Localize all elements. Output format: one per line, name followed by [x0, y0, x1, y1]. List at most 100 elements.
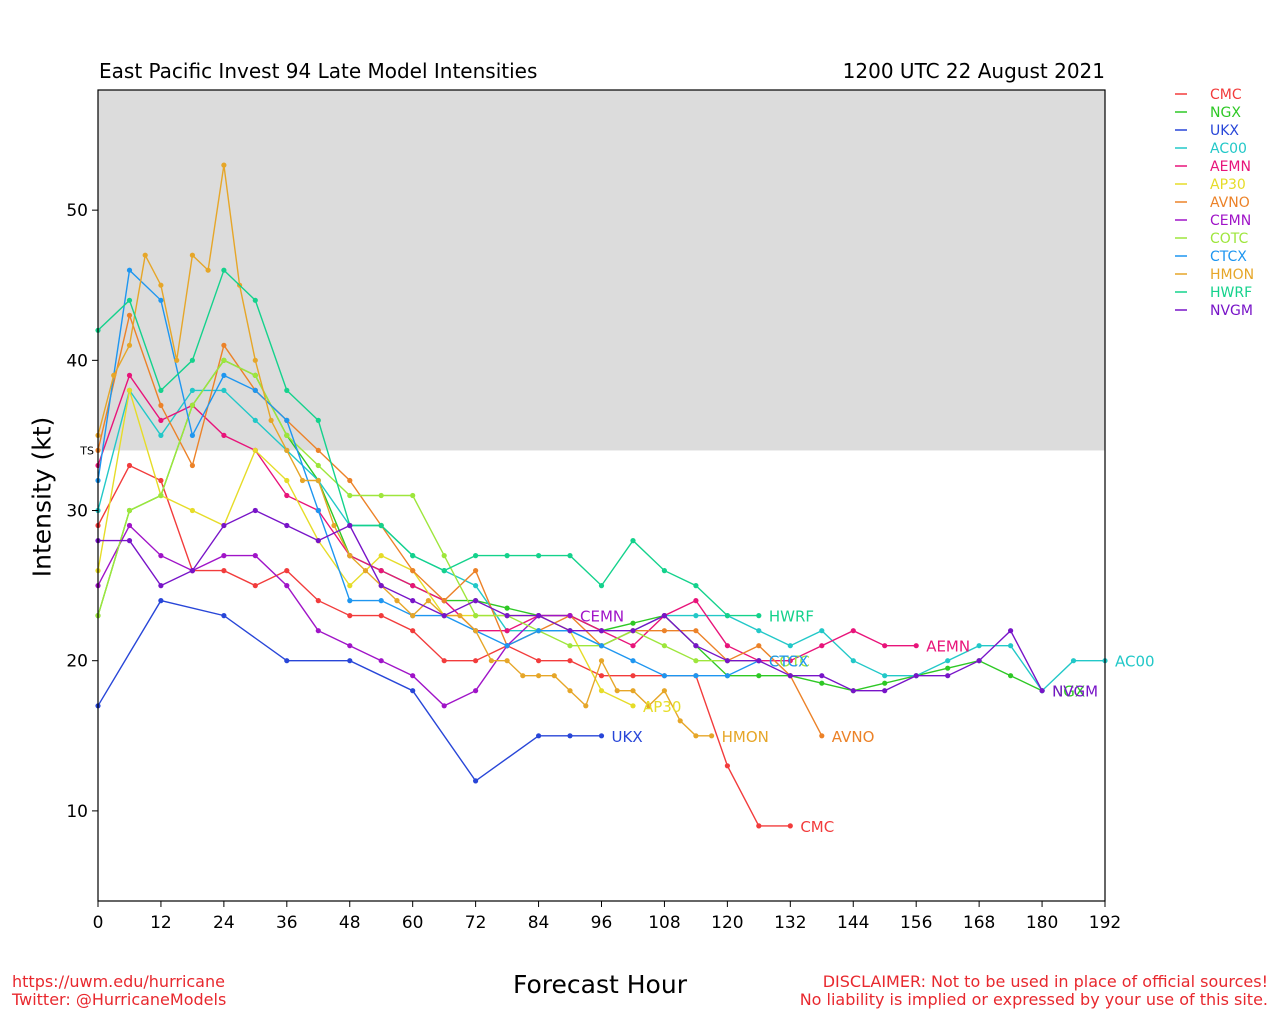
legend-label-cmc: CMC [1210, 87, 1242, 103]
data-point [819, 673, 825, 679]
data-point [598, 658, 605, 664]
series-layer [95, 162, 1108, 829]
data-point [284, 477, 290, 484]
ts-shaded-region [98, 90, 1105, 451]
data-point [536, 673, 542, 679]
data-point [315, 417, 321, 423]
data-point [724, 673, 731, 679]
data-point [189, 252, 195, 258]
data-point [315, 628, 321, 634]
data-point [598, 643, 605, 649]
y-tick-label: 20 [66, 652, 88, 672]
data-point [158, 477, 164, 484]
data-point [174, 357, 180, 363]
data-point [567, 613, 573, 619]
data-point [221, 432, 227, 438]
data-point [756, 613, 762, 619]
data-point [693, 658, 699, 664]
data-point [315, 507, 321, 514]
data-point [598, 733, 605, 739]
legend-label-ctcx: CTCX [1210, 249, 1247, 265]
data-point [598, 583, 605, 589]
data-point [347, 598, 353, 604]
data-point [1008, 628, 1014, 634]
data-point [630, 703, 636, 709]
data-point [252, 387, 258, 393]
data-point [488, 658, 494, 664]
data-point [1039, 688, 1045, 694]
data-point [205, 267, 211, 273]
legend-label-aemn: AEMN [1210, 159, 1251, 175]
data-point [378, 583, 384, 589]
y-tick-label: 30 [66, 502, 88, 522]
data-point [724, 643, 731, 649]
data-point [850, 658, 856, 664]
data-point [347, 522, 353, 529]
data-point [976, 643, 982, 649]
data-point [441, 553, 447, 559]
data-point [819, 628, 825, 634]
end-label-hmon: HMON [722, 728, 769, 746]
series-line-cmc [97, 464, 791, 827]
series-cmc [95, 462, 793, 829]
data-point [347, 553, 353, 559]
data-point [756, 823, 762, 829]
data-point [598, 688, 605, 694]
end-label-ap30: AP30 [643, 698, 681, 716]
data-point [724, 763, 731, 769]
data-point [111, 372, 117, 378]
end-label-cotc: COTC [769, 653, 810, 671]
data-point [441, 568, 447, 574]
data-point [158, 553, 164, 559]
data-point [268, 417, 274, 423]
legend-label-cemn: CEMN [1210, 213, 1251, 229]
data-point [126, 372, 133, 378]
y-tick-label: 10 [66, 802, 88, 822]
data-point [693, 613, 699, 619]
series-hwrf [95, 267, 762, 619]
data-point [299, 477, 306, 484]
data-point [473, 778, 479, 784]
data-point [536, 628, 542, 634]
data-point [504, 613, 510, 619]
x-tick-label: 24 [213, 913, 235, 933]
data-point [158, 492, 164, 499]
data-point [693, 733, 699, 739]
data-point [378, 492, 384, 499]
series-line-cotc [97, 359, 759, 662]
data-point [189, 568, 195, 574]
x-tick-label: 96 [591, 913, 613, 933]
data-point [520, 673, 526, 679]
data-point [536, 553, 542, 559]
data-point [787, 658, 793, 664]
series-ukx [95, 598, 605, 784]
data-point [630, 538, 636, 544]
x-tick-label: 120 [711, 913, 743, 933]
data-point [347, 477, 353, 484]
x-tick-label: 48 [339, 913, 361, 933]
footer-url[interactable]: https://uwm.edu/hurricane [12, 972, 225, 991]
footer-twitter[interactable]: Twitter: @HurricaneModels [12, 990, 227, 1009]
end-label-ngx: NGX [1052, 683, 1085, 701]
data-point [347, 492, 353, 499]
data-point [126, 462, 133, 469]
data-point [567, 658, 573, 664]
series-line-hwrf [97, 268, 759, 617]
data-point [724, 658, 731, 664]
legend-label-ac00: AC00 [1210, 141, 1247, 157]
series-cemn [95, 522, 573, 709]
x-tick-label: 192 [1089, 913, 1121, 933]
x-tick-label: 72 [465, 913, 487, 933]
data-point [284, 432, 290, 438]
chart-datetime: 1200 UTC 22 August 2021 [842, 59, 1105, 83]
data-point [410, 598, 416, 604]
data-point [630, 620, 636, 626]
data-point [787, 823, 793, 829]
data-point [189, 432, 195, 438]
data-point [756, 628, 762, 634]
data-point [410, 628, 416, 634]
data-point [646, 703, 652, 709]
data-point [441, 658, 447, 664]
data-point [221, 267, 227, 273]
